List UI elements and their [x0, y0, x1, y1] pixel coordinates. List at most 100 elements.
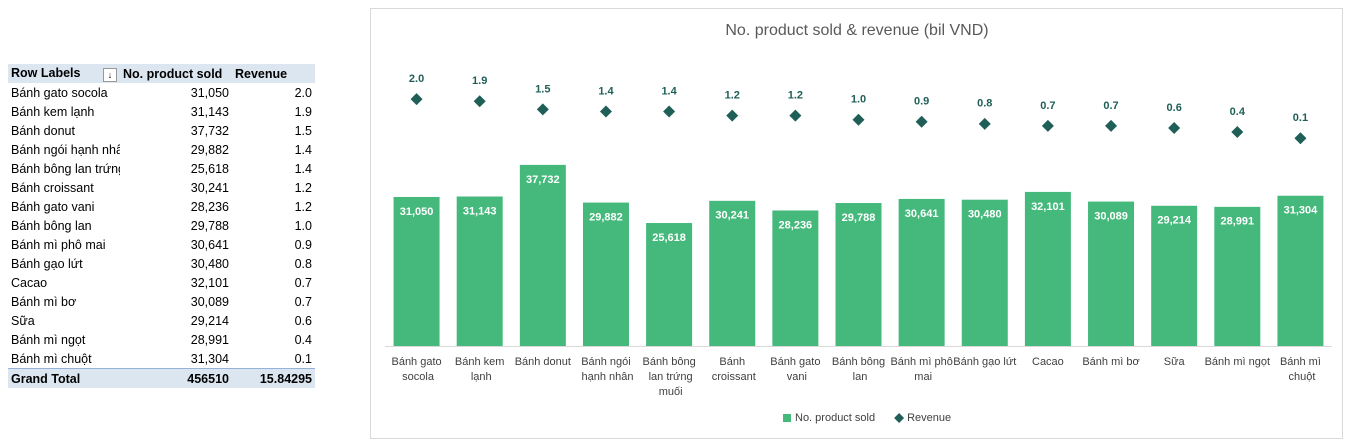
x-tick-label: Bánh mì ngọt [1205, 356, 1270, 368]
revenue-marker [473, 95, 486, 108]
bar-value-label: 25,618 [652, 232, 686, 244]
table-cell: Bánh gato socola [11, 85, 108, 100]
filter-button[interactable]: ↓ [103, 67, 117, 82]
bar [582, 202, 629, 346]
table-cell: Bánh bông lan trứng muối [11, 161, 120, 176]
table-row: Bánh gato vani 28,236 1.2 [8, 197, 315, 216]
x-tick-label: Bánh mì bơ [1082, 356, 1139, 368]
table-cell: 0.8 [294, 256, 312, 271]
bar-value-label: 30,641 [905, 208, 939, 220]
x-tick-label: Bánh bông lan [832, 356, 885, 383]
table-cell: 15.84295 [232, 368, 315, 388]
bar-value-label: 31,050 [400, 206, 434, 218]
bar-value-label: 31,304 [1284, 205, 1319, 217]
table-cell: 1.4 [294, 161, 312, 176]
bar-value-label: 30,089 [1094, 210, 1128, 222]
bar [393, 196, 440, 346]
table-cell: Bánh gạo lứt [11, 256, 83, 271]
header-cell: No. product sold [120, 64, 232, 83]
revenue-value-label: 2.0 [409, 73, 424, 85]
bar [1214, 206, 1261, 346]
revenue-value-label: 0.9 [914, 96, 929, 108]
revenue-value-label: 1.0 [851, 94, 866, 106]
table-row: Bánh croissant 30,241 1.2 [8, 178, 315, 197]
table-cell: Grand Total [8, 368, 120, 388]
revenue-value-label: 1.5 [535, 83, 550, 95]
table-cell: 31,143 [190, 104, 229, 119]
bar-value-label: 29,214 [1157, 215, 1192, 227]
table-cell: 0.6 [294, 313, 312, 328]
revenue-marker [1168, 121, 1181, 134]
revenue-marker [599, 105, 612, 118]
revenue-value-label: 0.4 [1230, 106, 1246, 118]
bar [898, 198, 945, 346]
table-cell: 1.5 [294, 123, 312, 138]
legend-label: No. product sold [795, 412, 875, 424]
table-row: Bánh gạo lứt 30,480 0.8 [8, 254, 315, 273]
revenue-marker [978, 117, 991, 130]
table-cell: 29,882 [190, 142, 229, 157]
table-cell: Bánh kem lạnh [11, 104, 95, 119]
table-cell: 2.0 [294, 85, 312, 100]
pivot-table: Row Labels ↓ No. product sold Revenue Bán… [8, 64, 315, 388]
revenue-marker [789, 109, 802, 122]
bar-value-label: 29,882 [589, 211, 623, 223]
table-row: Bánh kem lạnh 31,143 1.9 [8, 102, 315, 121]
header-cell: Revenue [232, 64, 315, 83]
revenue-value-label: 0.7 [1103, 100, 1118, 112]
revenue-value-label: 1.4 [661, 85, 677, 97]
revenue-marker [1294, 132, 1307, 145]
x-tick-label: Bánh kem lạnh [455, 356, 505, 383]
table-cell: 30,641 [190, 237, 229, 252]
x-tick-label: Bánh croissant [709, 356, 756, 383]
x-tick-label: Sữa [1164, 356, 1186, 368]
bar [1151, 205, 1198, 346]
table-cell: 0.1 [294, 351, 312, 366]
x-tick-label: Bánh mì chuột [1280, 356, 1321, 383]
header-cell: Row Labels ↓ [8, 64, 120, 83]
table-cell: 29,214 [190, 313, 229, 328]
table-row: Bánh mì chuột 31,304 0.1 [8, 349, 315, 369]
table-row: Bánh mì phô mai 30,641 0.9 [8, 235, 315, 254]
table-cell: 1.9 [294, 104, 312, 119]
header-row: Row Labels ↓ No. product sold Revenue [8, 64, 315, 83]
table-cell: Bánh donut [11, 123, 75, 138]
bar [1277, 195, 1324, 346]
table-cell: 29,788 [190, 218, 229, 233]
table-cell: Bánh mì chuột [11, 351, 92, 366]
table-cell: 0.7 [294, 294, 312, 309]
revenue-marker [410, 93, 423, 106]
bar [709, 200, 756, 346]
table-cell: 28,236 [190, 199, 229, 214]
revenue-marker [1231, 126, 1244, 139]
revenue-value-label: 1.9 [472, 75, 487, 87]
table-cell: 1.4 [294, 142, 312, 157]
revenue-value-label: 1.4 [598, 85, 614, 97]
table-row: Bánh gato socola 31,050 2.0 [8, 83, 315, 102]
revenue-marker [726, 109, 739, 122]
revenue-value-label: 0.7 [1040, 100, 1055, 112]
table-cell: Bánh ngói hạnh nhân [11, 142, 120, 157]
bar-value-label: 31,143 [463, 205, 497, 217]
bar-value-label: 30,480 [968, 209, 1002, 221]
revenue-marker [1041, 119, 1054, 132]
table-cell: 30,241 [190, 180, 229, 195]
revenue-marker [536, 103, 549, 116]
table-row: Bánh bông lan trứng muối 25,618 1.4 [8, 159, 315, 178]
table-row: Bánh ngói hạnh nhân 29,882 1.4 [8, 140, 315, 159]
bar-value-label: 28,991 [1220, 216, 1254, 228]
revenue-marker [1105, 119, 1118, 132]
bar [961, 199, 1008, 346]
bar [1024, 191, 1071, 346]
bar-value-label: 37,732 [526, 174, 560, 186]
bar-value-label: 29,788 [842, 212, 876, 224]
total-row: Grand Total 456510 15.84295 [8, 368, 315, 388]
table-cell: Cacao [11, 275, 48, 290]
x-tick-label: Bánh ngói hạnh nhân [578, 356, 633, 383]
revenue-value-label: 0.8 [977, 98, 992, 110]
revenue-marker [915, 115, 928, 128]
revenue-marker [852, 113, 865, 126]
revenue-marker [663, 105, 676, 118]
table-cell: 32,101 [190, 275, 229, 290]
table-cell: 31,304 [190, 351, 229, 366]
